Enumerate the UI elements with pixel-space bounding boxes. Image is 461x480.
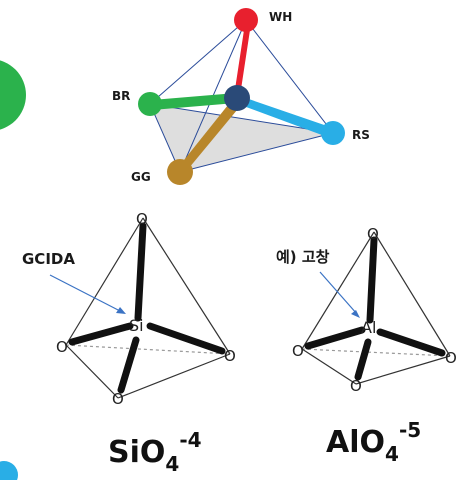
callout-gochang-arrowhead <box>351 310 360 318</box>
sio4-atom-o-left: O <box>56 338 68 356</box>
alo4-atom-o-top: O <box>367 225 379 243</box>
alo4-atom-al: Al <box>361 318 376 337</box>
node-rs <box>321 121 345 145</box>
color-tetrahedron: WH BR RS GG <box>112 8 370 185</box>
alo4-edges <box>301 231 451 385</box>
sio4-atom-o-top: O <box>136 210 148 228</box>
side-circle-bottom <box>0 461 18 480</box>
bond-gg <box>176 100 242 174</box>
alo4-atom-o-bottom: O <box>350 377 362 395</box>
bond-wh <box>234 30 250 96</box>
bond-br <box>152 93 236 110</box>
sio4-bonds <box>68 222 226 394</box>
callout-gcida-arrowhead <box>116 307 126 314</box>
label-wh: WH <box>269 10 292 24</box>
sio4-atom-si: Si <box>129 316 144 335</box>
alo4-bonds <box>304 236 446 381</box>
alo4-atom-o-left: O <box>292 342 304 360</box>
alo4-atom-o-right: O <box>445 349 457 367</box>
sio4-edges <box>65 217 231 399</box>
node-br <box>138 92 162 116</box>
side-circle-top <box>0 60 26 130</box>
sio4-tetrahedron: O O O O Si GCIDA SiO4-4 <box>22 210 236 476</box>
sio4-atom-o-right: O <box>224 347 236 365</box>
sio4-atom-o-bottom: O <box>112 390 124 408</box>
node-wh <box>234 8 258 32</box>
label-gg: GG <box>131 170 151 184</box>
callout-gcida-arrow <box>49 274 123 313</box>
callout-gcida: GCIDA <box>22 250 75 268</box>
node-gg <box>167 159 193 185</box>
callout-gochang: 예) 고창 <box>276 248 330 266</box>
bond-rs <box>238 96 333 138</box>
formula-sio4: SiO4-4 <box>108 428 202 476</box>
label-br: BR <box>112 89 130 103</box>
label-rs: RS <box>352 128 370 142</box>
formula-alo4: AlO4-5 <box>326 418 421 466</box>
node-center <box>224 85 250 111</box>
callout-gochang-arrow <box>319 271 358 315</box>
alo4-tetrahedron: O O O O Al 예) 고창 AlO4-5 <box>276 225 457 466</box>
tetrahedron-edges <box>149 19 334 173</box>
